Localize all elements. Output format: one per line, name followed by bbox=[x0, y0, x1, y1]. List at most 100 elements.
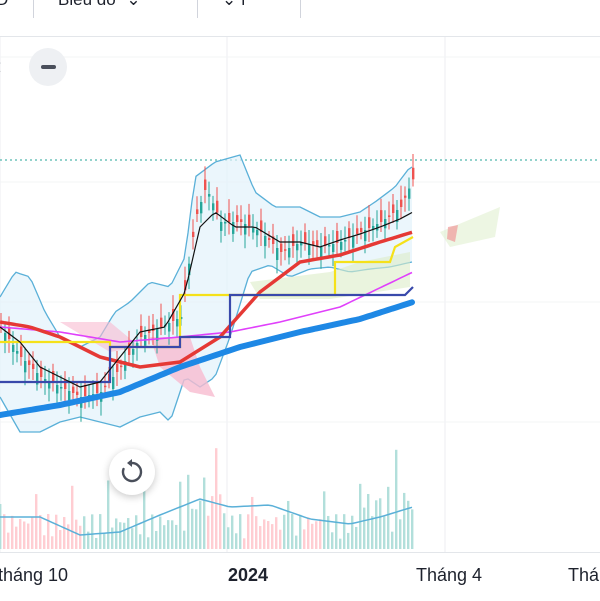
toolbar-divider bbox=[300, 0, 301, 18]
candle-body bbox=[392, 204, 395, 213]
volume-bar bbox=[315, 521, 318, 549]
volume-bar bbox=[123, 522, 126, 549]
price-chart[interactable] bbox=[0, 37, 600, 552]
chevron-left-icon[interactable]: ‹ bbox=[0, 53, 1, 79]
volume-bar bbox=[131, 528, 134, 549]
volume-bar bbox=[39, 514, 42, 549]
timeframe-button[interactable]: D bbox=[0, 0, 8, 10]
chart-type-label: Biểu đồ bbox=[58, 0, 116, 9]
candle-body bbox=[400, 199, 403, 207]
candle-body bbox=[44, 379, 47, 381]
candle-body bbox=[372, 226, 375, 230]
candle-body bbox=[340, 242, 343, 250]
volume-bar bbox=[243, 538, 246, 549]
volume-bar bbox=[143, 479, 146, 549]
volume-bar bbox=[223, 513, 226, 549]
volume-bar bbox=[375, 500, 378, 549]
volume-bar bbox=[59, 530, 62, 549]
candle-body bbox=[228, 213, 231, 222]
candle-body bbox=[156, 329, 159, 341]
volume-bar bbox=[343, 514, 346, 549]
volume-bar bbox=[191, 508, 194, 549]
chart-type-button[interactable]: Biểu đồ ⌄ bbox=[58, 0, 141, 10]
volume-bar bbox=[355, 526, 358, 549]
volume-bar bbox=[87, 531, 90, 549]
candle-body bbox=[168, 323, 171, 332]
candle-body bbox=[36, 373, 39, 385]
minus-icon bbox=[40, 65, 56, 69]
candle-body bbox=[72, 386, 75, 393]
candle-body bbox=[200, 202, 203, 214]
volume-bar bbox=[171, 520, 174, 549]
candle-body bbox=[220, 222, 223, 231]
volume-bar bbox=[147, 537, 150, 549]
kijun-line bbox=[0, 236, 414, 349]
candle-body bbox=[404, 195, 407, 198]
volume-bar bbox=[307, 517, 310, 549]
candle-body bbox=[360, 227, 363, 232]
volume-bar bbox=[271, 524, 274, 549]
x-tick-label: Tháng 4 bbox=[416, 565, 483, 585]
volume-bar bbox=[259, 526, 262, 549]
toolbar-divider bbox=[197, 0, 198, 18]
candle-body bbox=[296, 244, 299, 251]
ichimoku-cloud bbox=[60, 322, 140, 352]
volume-bar bbox=[219, 494, 222, 549]
candle-body bbox=[216, 200, 219, 213]
volume-bar bbox=[327, 515, 330, 549]
volume-bar bbox=[51, 536, 54, 549]
volume-bar bbox=[119, 522, 122, 549]
volume-bar bbox=[179, 481, 182, 549]
volume-bar bbox=[283, 514, 286, 549]
volume-bar bbox=[15, 526, 18, 549]
candle-body bbox=[184, 280, 187, 291]
volume-bar bbox=[43, 535, 46, 549]
volume-bar bbox=[239, 514, 242, 549]
volume-bar bbox=[35, 494, 38, 549]
candle-body bbox=[412, 167, 415, 180]
volume-bar bbox=[247, 514, 250, 549]
volume-bar bbox=[159, 516, 162, 549]
collapse-button[interactable] bbox=[29, 48, 67, 86]
reset-view-button[interactable] bbox=[109, 449, 155, 495]
candle-body bbox=[336, 231, 339, 243]
bollinger-fill bbox=[0, 155, 412, 432]
volume-bar bbox=[175, 524, 178, 549]
candle-body bbox=[180, 317, 183, 320]
volume-bar bbox=[303, 529, 306, 549]
volume-bar bbox=[23, 521, 26, 549]
volume-bar bbox=[0, 504, 2, 549]
volume-bar bbox=[79, 525, 82, 549]
chart-canvas[interactable] bbox=[0, 37, 600, 552]
volume-bar bbox=[135, 515, 138, 549]
candle-body bbox=[188, 263, 191, 276]
candle-body bbox=[232, 222, 235, 234]
ichimoku-cloud bbox=[447, 225, 458, 242]
volume-bar bbox=[311, 523, 314, 549]
candle-body bbox=[96, 381, 99, 393]
ema-long-line bbox=[0, 299, 415, 418]
indicators-button[interactable]: ⌄ f bbox=[222, 0, 246, 10]
volume-bar bbox=[47, 514, 50, 549]
volume-bar bbox=[399, 519, 402, 549]
candle-body bbox=[112, 377, 115, 389]
volume-ma-line bbox=[0, 498, 413, 536]
volume-bar bbox=[379, 498, 382, 549]
candle-body bbox=[380, 210, 383, 222]
volume-bar bbox=[351, 515, 354, 549]
chevron-down-icon: ⌄ bbox=[126, 0, 140, 9]
volume-bar bbox=[411, 509, 414, 549]
candle-body bbox=[396, 210, 399, 222]
candle-body bbox=[104, 385, 107, 388]
volume-bar bbox=[95, 537, 98, 549]
candle-body bbox=[136, 343, 139, 347]
chart-toolbar: D Biểu đồ ⌄ ⌄ f bbox=[0, 0, 600, 37]
candle-body bbox=[352, 236, 355, 248]
candle-body bbox=[316, 240, 319, 246]
candle-body bbox=[32, 363, 35, 369]
toolbar-divider bbox=[33, 0, 34, 18]
candle-body bbox=[292, 234, 295, 246]
candle-body bbox=[348, 228, 351, 238]
candle-body bbox=[304, 232, 307, 243]
candle-body bbox=[152, 324, 155, 331]
